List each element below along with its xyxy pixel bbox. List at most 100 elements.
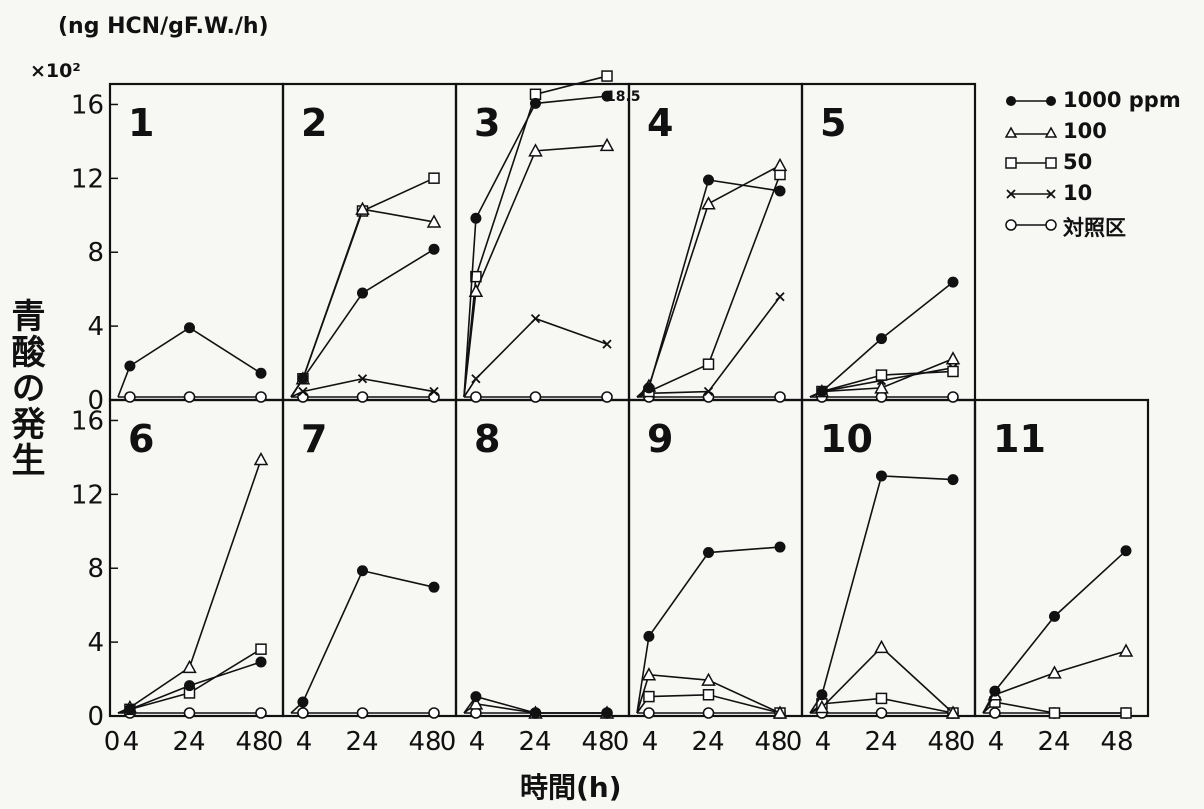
data-point [357,374,368,384]
unit-label: (ng HCN/gF.W./h) [58,14,269,39]
series-line [463,695,607,714]
data-point [643,382,655,394]
series-line [463,144,608,398]
x-tick-label: 48 [235,727,268,757]
data-point [468,696,484,710]
x-axis-label: 時間(h) [520,771,622,804]
data-point [701,196,716,210]
series-line [117,459,262,714]
data-point [601,90,613,102]
data-point [470,691,482,703]
series-line [117,326,262,398]
series-line [463,75,608,398]
x-tick-label: 4 [296,727,313,757]
x-tick-label: 0 [613,727,630,757]
data-point [875,707,888,719]
x-tick-label: 0 [959,727,976,757]
data-point [470,212,482,224]
legend: 1000 ppm 100 50 10 [1005,86,1200,241]
annotation-label: 18.5 [606,89,641,105]
data-point [255,391,267,403]
data-point [816,689,828,701]
data-point [702,391,715,403]
legend-item-10: 10 [1005,179,1200,210]
x-tick-label: 4 [469,727,486,757]
data-point [528,143,543,157]
panel-number: 9 [647,417,673,461]
panel-number: 7 [301,417,327,461]
legend-label: 100 [1063,119,1107,143]
data-point [643,707,655,719]
x-tick-label: 24 [172,727,205,757]
square-marker-icon [1005,157,1057,169]
data-point [124,391,136,403]
series-line [809,697,954,714]
data-point [772,705,788,719]
series-line [636,693,781,714]
data-point [184,680,195,692]
data-point [601,70,613,82]
data-point [1047,665,1062,679]
data-point [357,565,368,577]
open-circle-marker-icon [1005,219,1057,231]
data-point [255,656,267,668]
x-tick-label: 4 [642,727,659,757]
data-point [989,707,1001,719]
data-point [297,696,309,708]
data-point [428,391,440,403]
y-tick-label: 0 [87,386,104,416]
x-tick-label: 48 [754,727,787,757]
data-point [947,474,959,486]
data-point [876,470,887,482]
series-line [982,701,1126,714]
series-line [290,248,435,398]
series-line [636,673,781,714]
x-tick-label: 48 [1100,727,1133,757]
data-point [1118,643,1134,657]
data-point [1120,707,1132,719]
data-point [601,707,613,719]
series-line [809,281,954,398]
data-point [124,360,136,372]
data-point [875,369,888,381]
x-tick-label: 24 [691,727,724,757]
data-point [1049,610,1060,622]
series-line [636,296,781,398]
panel-number: 4 [647,101,673,145]
data-point [599,137,615,152]
data-point [641,667,657,681]
data-point [297,373,309,385]
x-tick-label: 24 [345,727,378,757]
data-point [428,172,440,184]
x-tick-label: 24 [518,727,551,757]
data-point [298,386,308,397]
series-line [982,650,1127,714]
series-line [463,95,608,398]
panel-number: 8 [474,417,500,461]
data-point [989,685,1001,697]
scale-label: ×10² [30,60,81,82]
data-point [702,707,715,719]
data-point [255,367,267,379]
x-tick-label: 24 [864,727,897,757]
panel-number: 6 [128,417,154,461]
series-line [290,377,435,398]
data-point [947,276,959,288]
y-tick-label: 16 [71,90,104,120]
data-point [183,391,196,403]
series-line [290,208,435,398]
x-tick-label: 0 [104,727,121,757]
triangle-marker-icon [1005,126,1057,138]
data-point [643,630,655,642]
y-tick-label: 0 [87,702,104,732]
data-point [470,270,482,283]
legend-label: 1000 ppm [1063,88,1181,112]
y-tick-label: 4 [87,628,104,658]
data-point [816,386,828,398]
x-tick-label: 4 [815,727,832,757]
legend-item-50: 50 [1005,148,1200,179]
data-point [429,386,439,397]
data-point [471,374,481,384]
series-line [636,174,781,398]
data-point [355,201,370,215]
